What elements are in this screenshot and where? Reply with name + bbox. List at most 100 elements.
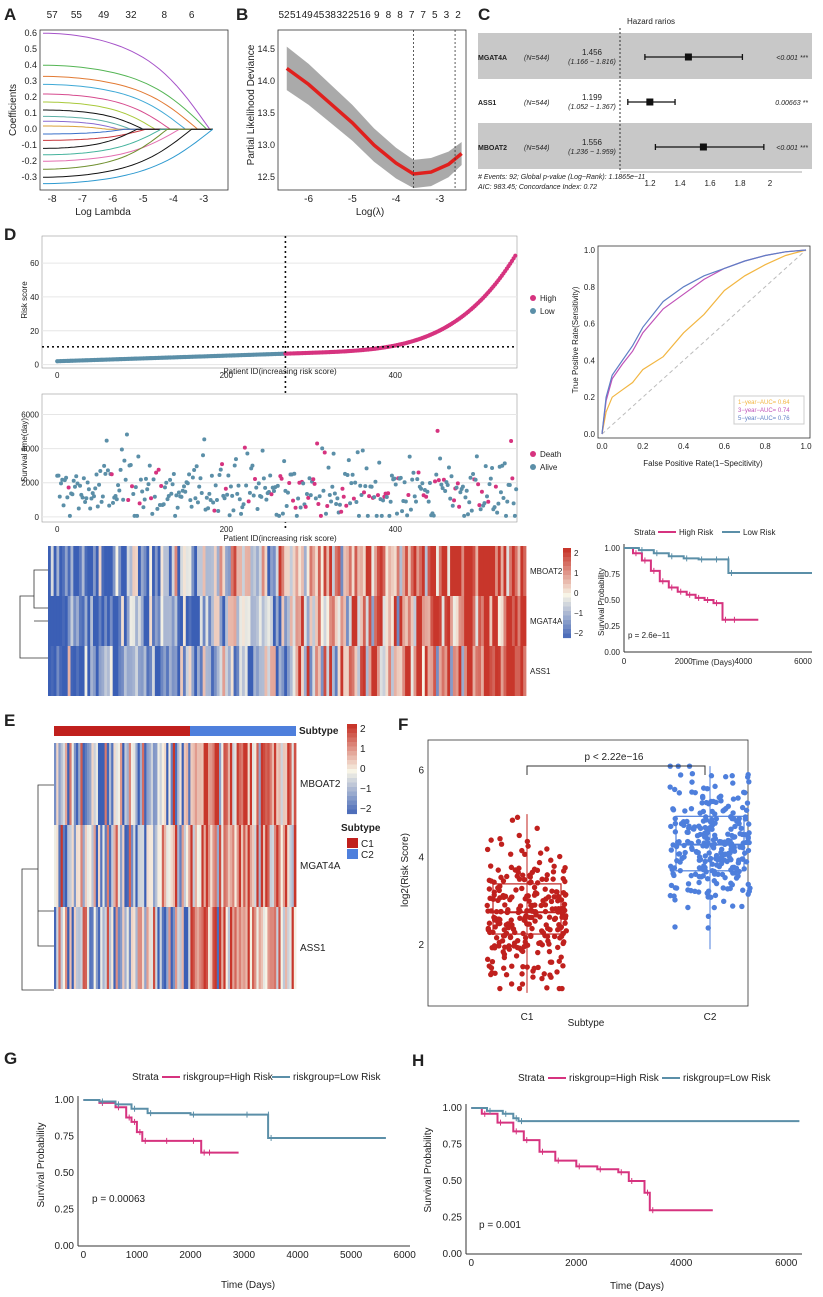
d-surv-point <box>121 497 126 502</box>
f-point <box>719 846 725 853</box>
f-point <box>737 844 743 850</box>
d-heat-cell <box>174 546 178 596</box>
d-heat-cell <box>152 596 156 646</box>
d-surv-point <box>201 453 206 458</box>
d-risk-frame <box>41 235 518 369</box>
d-heat-cell <box>166 546 170 596</box>
d-heat-cell <box>517 546 521 596</box>
e-heat-cell <box>260 743 264 825</box>
d-surv-point <box>331 451 336 456</box>
f-point <box>528 933 534 940</box>
d-roc-y-tick: 0.4 <box>584 356 596 365</box>
d-heat-cell <box>101 546 105 596</box>
e-heat-cell <box>106 825 110 907</box>
e-heat-cell <box>238 907 242 989</box>
h-km-x-tick: 4000 <box>670 1258 693 1269</box>
e-legend-label: C2 <box>361 850 374 861</box>
d-surv-point <box>155 506 160 511</box>
h-xlabel: Time (Days) <box>610 1281 664 1292</box>
d-heat-cell <box>413 646 417 696</box>
d-surv-point <box>61 503 66 508</box>
panel-h: Time (Days) Survival Probability p = 0.0… <box>423 1073 802 1292</box>
d-surv-point <box>130 484 135 489</box>
d-heat-cell <box>160 546 164 596</box>
d-surv-y-tick: 4000 <box>21 445 39 454</box>
e-heat-cell <box>157 743 160 825</box>
d-surv-point <box>413 499 418 504</box>
d-surv-point <box>241 502 246 507</box>
e-heat-cell <box>65 825 68 907</box>
d-heat-cell <box>503 546 507 596</box>
a-y-tick: -0.2 <box>21 156 37 166</box>
d-heat-scale-cell <box>563 624 571 630</box>
e-heat-cell <box>293 825 297 907</box>
e-heat-cell <box>58 825 61 907</box>
f-point <box>684 829 690 835</box>
d-heat-cell <box>146 596 150 646</box>
g-legend-title: Strata <box>132 1072 159 1083</box>
f-point <box>560 875 566 882</box>
d-surv-point <box>103 471 108 476</box>
d-heat-row-label: ASS1 <box>530 667 551 676</box>
d-heat-cell <box>270 546 274 596</box>
f-point <box>688 872 694 879</box>
d-heat-cell <box>208 546 212 596</box>
d-surv-point <box>362 490 367 495</box>
e-heat-cell <box>256 907 259 989</box>
e-heat-cell <box>122 743 125 825</box>
d-heat-cell <box>362 546 367 596</box>
f-point <box>538 902 544 909</box>
d-surv-point <box>156 467 161 472</box>
f-point <box>551 894 557 900</box>
d-heat-cell <box>357 546 361 596</box>
f-point <box>707 819 714 825</box>
e-heat-cell <box>76 907 79 989</box>
d-heat-cell <box>444 646 448 696</box>
d-surv-point <box>138 477 143 482</box>
d-heat-cell <box>250 646 254 696</box>
f-y-tick: 4 <box>418 853 424 864</box>
d-heat-cell <box>199 546 204 596</box>
d-heat-cell <box>461 546 465 596</box>
e-heat-cell <box>230 743 233 825</box>
d-surv-point <box>303 504 308 509</box>
d-surv-point <box>230 493 235 498</box>
b-top-label: 16 <box>360 10 372 21</box>
h-km-curve <box>471 1107 713 1212</box>
f-point <box>718 854 725 860</box>
d-roc-y-tick: 0.6 <box>584 320 596 329</box>
d-heat-cell <box>419 646 423 696</box>
g-km-y-tick: 0.75 <box>55 1132 75 1143</box>
d-surv-point <box>140 489 145 494</box>
f-point <box>743 807 750 813</box>
d-surv-point <box>165 497 170 502</box>
d-heat-cell <box>247 646 251 696</box>
d-risk-xlabel: Patient ID(increasing risk score) <box>223 367 337 376</box>
a-coefficient-path-7 <box>43 115 213 130</box>
d-surv-point <box>190 475 195 480</box>
panel-f: Subtype log2(Risk Score) p < 2.22e−16 C1… <box>400 739 753 1029</box>
e-heat-cell <box>188 825 191 907</box>
f-point <box>495 867 501 873</box>
d-heat-cell <box>424 646 428 696</box>
d-heat-cell <box>407 546 412 596</box>
d-km-x-tick: 2000 <box>675 657 693 666</box>
e-heat-cell <box>111 907 114 989</box>
e-heat-cell <box>208 743 211 825</box>
d-heat-cell <box>213 596 218 646</box>
f-point <box>725 837 731 844</box>
f-point <box>551 933 558 940</box>
d-surv-point <box>255 507 260 512</box>
f-point <box>550 869 557 875</box>
d-surv-point <box>232 463 237 468</box>
d-heat-cell <box>438 646 443 696</box>
a-coefficient-path-10 <box>43 128 213 135</box>
d-surv-point <box>476 482 481 487</box>
d-heat-cell <box>320 596 324 646</box>
d-heat-scale-cell <box>563 561 571 567</box>
d-surv-point <box>374 513 379 518</box>
d-surv-point <box>123 477 128 482</box>
e-heat-cell <box>199 907 202 989</box>
d-heat-cell <box>73 646 77 696</box>
f-point <box>700 794 706 801</box>
